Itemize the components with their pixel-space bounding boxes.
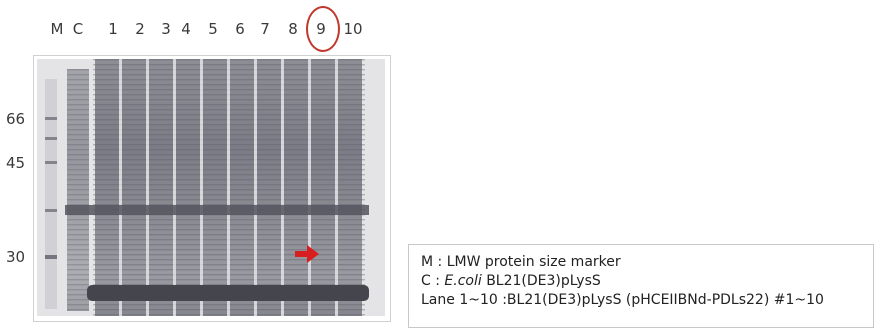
- legend-control-species: E.coli: [444, 273, 482, 289]
- sample-lanes: [65, 59, 369, 316]
- lane-9-highlight-circle: [306, 6, 340, 52]
- legend-lanes-line: Lane 1~10 :BL21(DE3)pLysS (pHCEIIBNd-PDL…: [421, 292, 824, 308]
- lane-label-c: C: [72, 20, 84, 38]
- mw-label-30: 30: [6, 248, 26, 266]
- marker-lane: [45, 79, 57, 309]
- expression-arrow: [295, 245, 319, 263]
- lane-label-10: 10: [343, 20, 363, 38]
- lane-label-5: 5: [208, 20, 218, 38]
- lane-label-8: 8: [288, 20, 298, 38]
- legend-control-line: C : E.coli BL21(DE3)pLysS: [421, 272, 861, 291]
- lane-label-2: 2: [135, 20, 145, 38]
- gel-legend: M : LMW protein size marker C : E.coli B…: [408, 244, 874, 328]
- mw-label-45: 45: [6, 154, 26, 172]
- legend-control-prefix: C :: [421, 273, 445, 289]
- lane-label-7: 7: [260, 20, 270, 38]
- lane-label-6: 6: [235, 20, 245, 38]
- lane-label-3: 3: [161, 20, 171, 38]
- mw-label-66: 66: [6, 110, 26, 128]
- legend-marker-line: M : LMW protein size marker: [421, 254, 621, 270]
- legend-control-strain: BL21(DE3)pLysS: [481, 273, 601, 289]
- control-lane: [67, 69, 89, 311]
- lane-label-4: 4: [181, 20, 191, 38]
- lane-label-m: M: [50, 20, 64, 38]
- sds-page-gel-image: [37, 59, 385, 316]
- lane-label-1: 1: [108, 20, 118, 38]
